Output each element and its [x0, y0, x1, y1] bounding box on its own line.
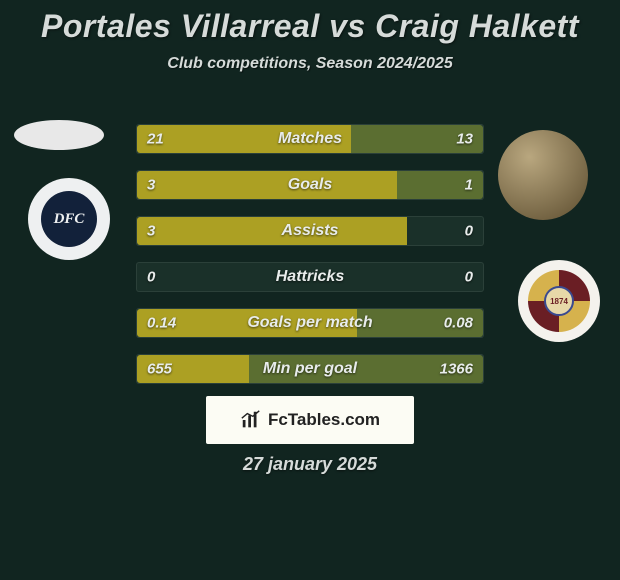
date-text: 27 january 2025: [0, 454, 620, 475]
stat-label: Goals per match: [137, 314, 483, 332]
player-left-avatar: [14, 120, 104, 150]
club-right-pattern: 1874: [528, 270, 590, 332]
stat-row: Goals per match0.14 0.08: [136, 308, 484, 338]
stat-value-right: 1366: [440, 361, 473, 378]
stat-value-right: 1: [465, 177, 473, 194]
stats-bars-container: Matches2113Goals31Assists30Hattricks00Go…: [136, 124, 484, 400]
stat-row: Goals3 1: [136, 170, 484, 200]
stat-value-left: 0: [147, 269, 155, 286]
player-right-avatar: [498, 130, 588, 220]
stat-value-right: 0.08: [444, 315, 473, 332]
stat-label: Hattricks: [137, 268, 483, 286]
club-right-badge: 1874: [518, 260, 600, 342]
stat-value-left: 3: [147, 223, 155, 240]
stat-value-right: 0: [465, 223, 473, 240]
stat-value-right: 0: [465, 269, 473, 286]
page-subtitle: Club competitions, Season 2024/2025: [0, 55, 620, 73]
stat-label: Assists: [137, 222, 483, 240]
stat-row: Matches21 13: [136, 124, 484, 154]
brand-text: FcTables.com: [268, 410, 380, 430]
stat-label: Min per goal: [137, 360, 483, 378]
stat-value-left: 21: [147, 131, 164, 148]
club-left-text: DFC: [41, 191, 97, 247]
stat-row: Assists3 0: [136, 216, 484, 246]
stat-value-left: 655: [147, 361, 172, 378]
page-title: Portales Villarreal vs Craig Halkett: [0, 0, 620, 45]
stat-row: Min per goal655 1366: [136, 354, 484, 384]
stat-value-left: 0.14: [147, 315, 176, 332]
stat-row: Hattricks0 0: [136, 262, 484, 292]
stat-value-right: 13: [456, 131, 473, 148]
club-right-year: 1874: [544, 286, 574, 316]
stat-label: Goals: [137, 176, 483, 194]
chart-icon: [240, 409, 262, 431]
stat-value-left: 3: [147, 177, 155, 194]
brand-badge: FcTables.com: [206, 396, 414, 444]
stat-label: Matches: [137, 130, 483, 148]
club-left-badge: DFC: [28, 178, 110, 260]
